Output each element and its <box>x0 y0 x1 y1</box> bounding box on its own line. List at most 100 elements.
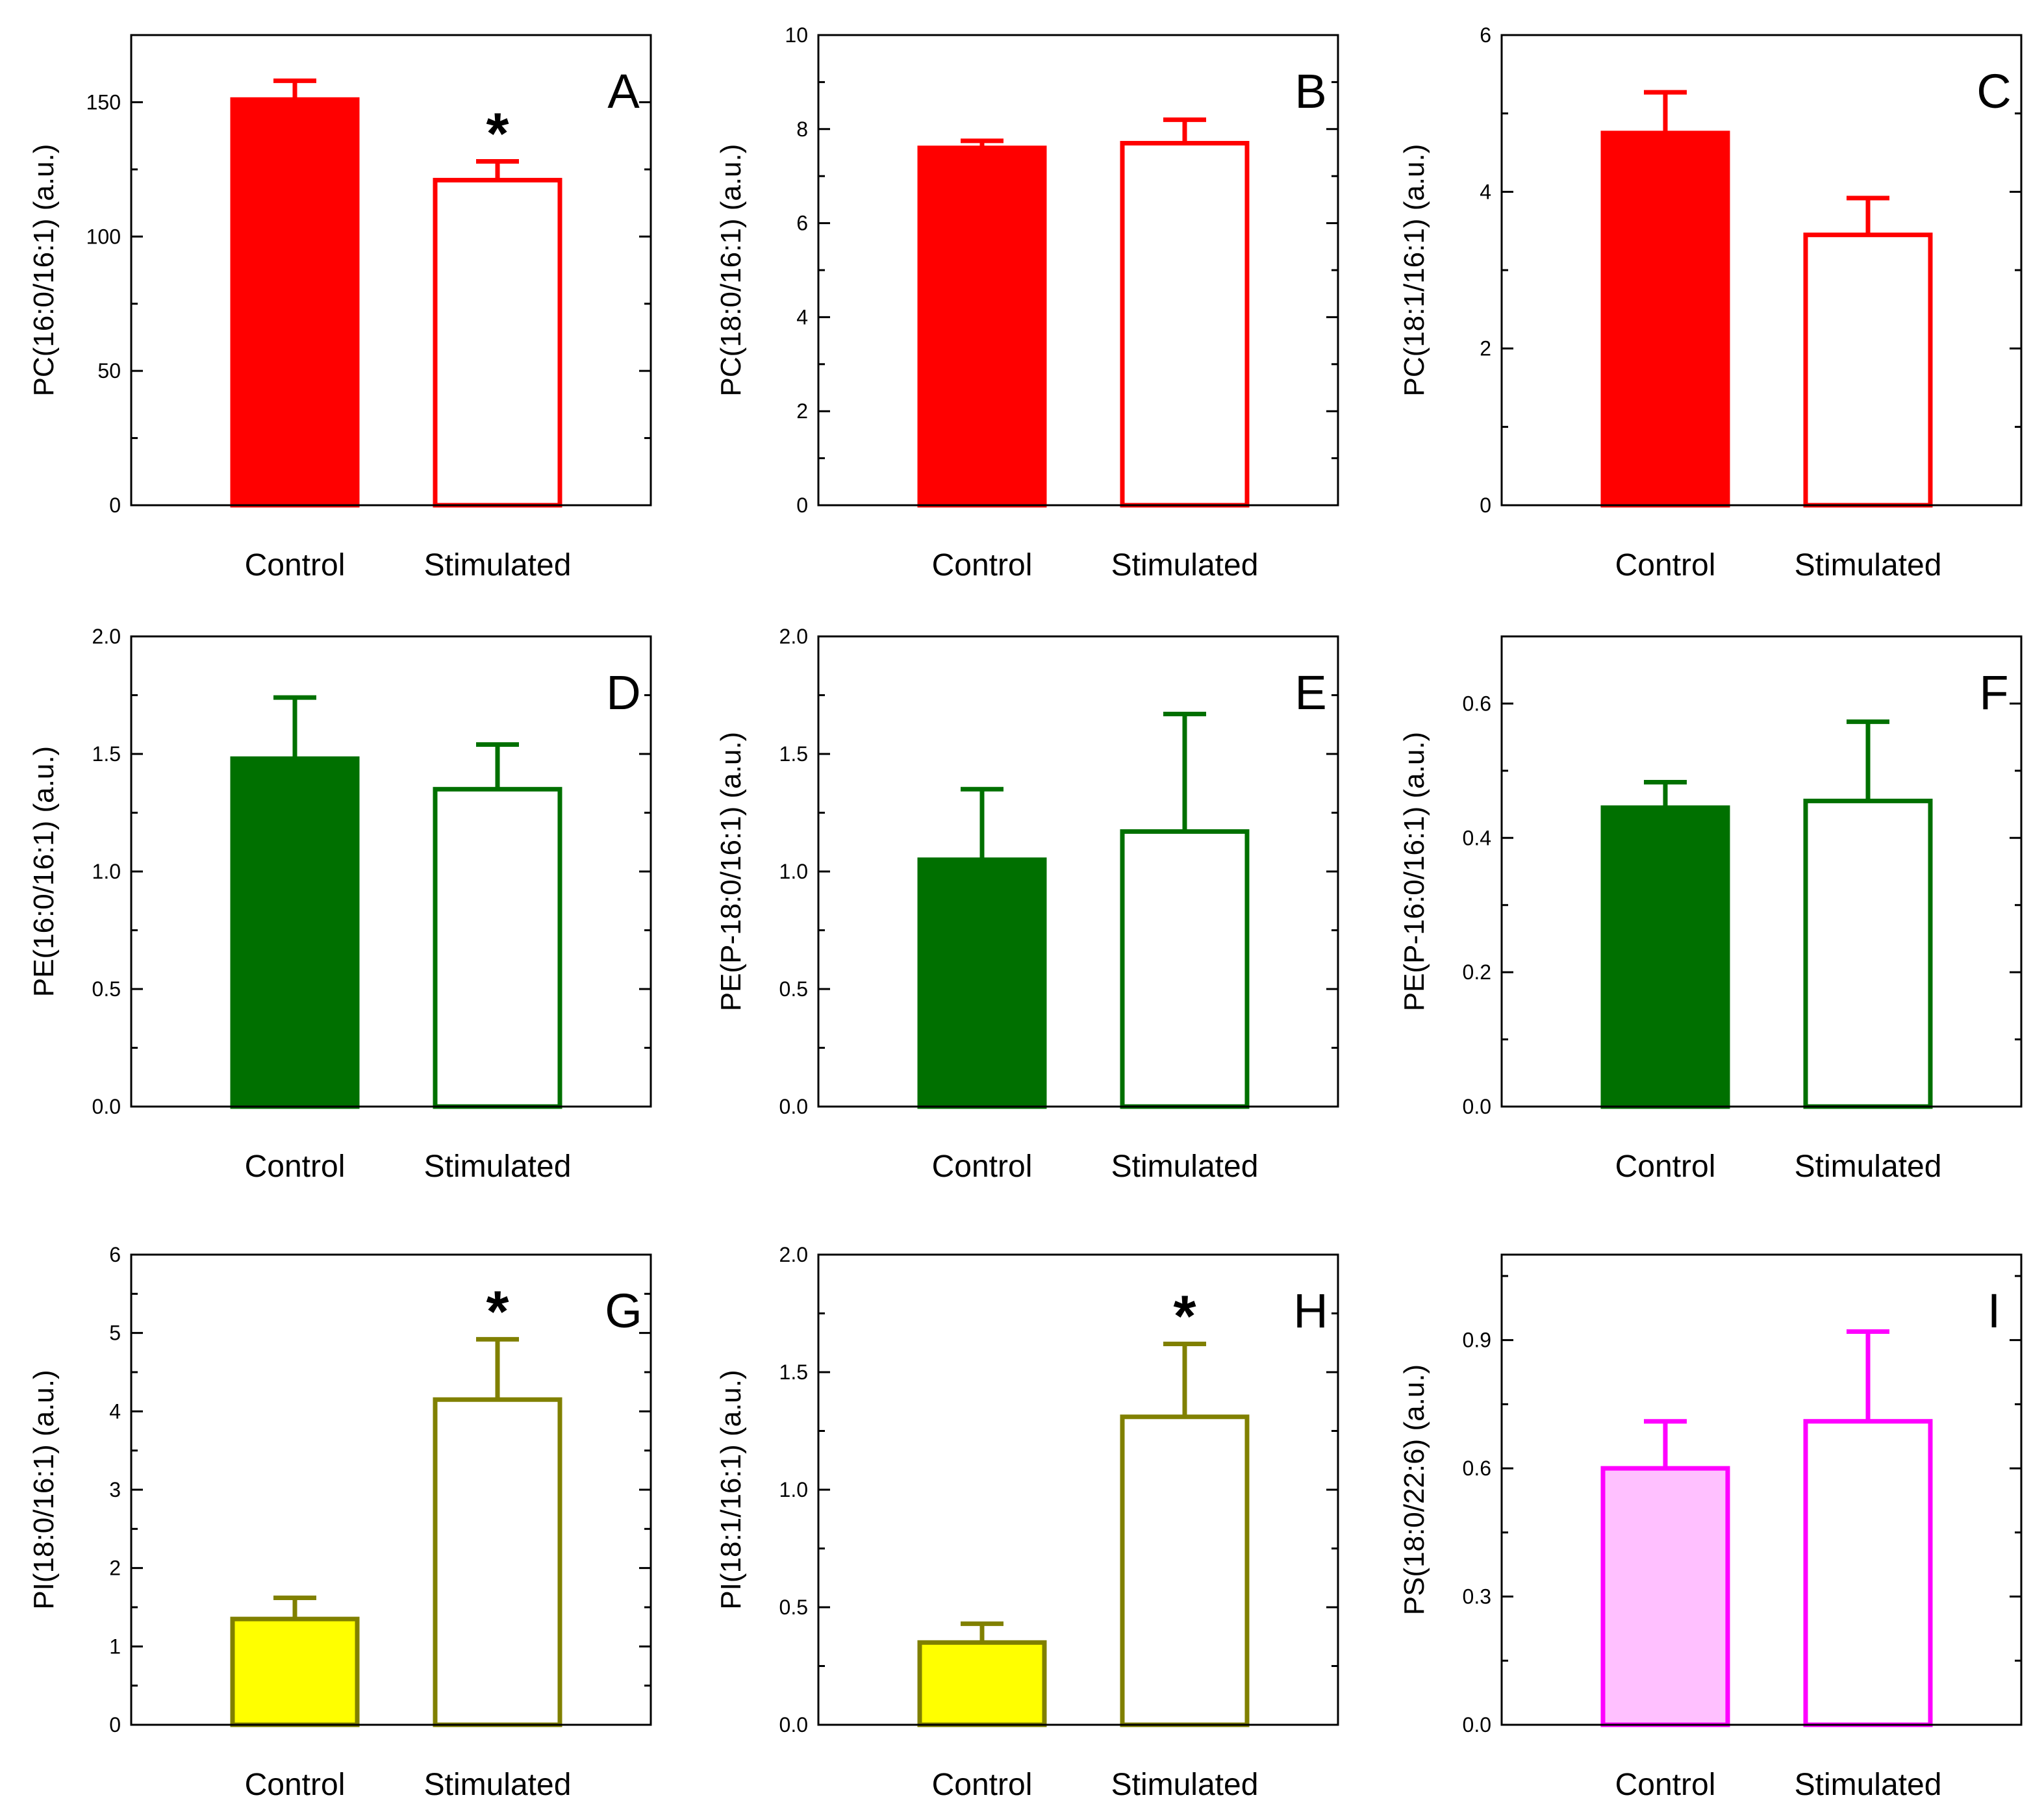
y-tick-label: 2 <box>1480 337 1491 360</box>
y-tick-label: 0.9 <box>1463 1329 1491 1352</box>
bar-control <box>1600 1466 1730 1727</box>
y-tick-label: 2 <box>109 1557 121 1580</box>
y-tick-label: 2.0 <box>92 625 121 648</box>
plot-frame <box>130 34 652 507</box>
bar-stimulated <box>1120 1414 1250 1727</box>
y-tick-label: 1.5 <box>779 742 808 766</box>
category-label: Stimulated <box>1795 1768 1942 1802</box>
category-label: Control <box>932 548 1033 583</box>
bar-stimulated <box>1120 829 1250 1109</box>
panel-e: 0.0 0.5 1.0 1.5 2.0 Control Stimulated E PE(P-18… <box>715 625 1339 1184</box>
y-tick-label: 0.5 <box>779 977 808 1001</box>
y-tick-label: 0.0 <box>779 1713 808 1736</box>
y-tick-label: 0 <box>109 1713 121 1736</box>
category-label: Stimulated <box>1795 548 1942 583</box>
plot-frame <box>817 1253 1339 1726</box>
category-label: Control <box>932 1149 1033 1184</box>
y-tick-label: 0 <box>796 494 808 517</box>
category-label: Control <box>245 548 346 583</box>
y-tick-label: 4 <box>109 1399 121 1423</box>
bar-control <box>230 756 360 1109</box>
y-tick-label: 0.4 <box>1463 826 1491 849</box>
category-label: Stimulated <box>424 1768 572 1802</box>
y-tick-label: 0.0 <box>779 1095 808 1118</box>
significance-marker: * <box>486 1279 509 1344</box>
y-axis-title: PS(18:0/22:6) (a.u.) <box>1398 1364 1430 1615</box>
category-label: Control <box>245 1149 346 1184</box>
bar-stimulated <box>433 177 562 508</box>
panel-letter: H <box>1293 1284 1328 1338</box>
y-tick-label: 1.5 <box>779 1360 808 1384</box>
y-tick-label: 1.0 <box>779 860 808 883</box>
plot-frame <box>1500 34 2023 507</box>
y-tick-label: 0.3 <box>1463 1585 1491 1609</box>
panel-g: 0 1 2 3 4 5 6 Control * Stimulated G PI(18:0/16:1) … <box>28 1243 652 1802</box>
category-label: Stimulated <box>1795 1149 1942 1184</box>
y-axis-title: PC(18:0/16:1) (a.u.) <box>715 144 747 397</box>
plot-frame <box>1500 1253 2023 1726</box>
panel-c: 0 2 4 6 Control Stimulated C PC(18:1/16:1) (a.u… <box>1398 23 2023 583</box>
category-label: Control <box>1615 1768 1716 1802</box>
bar-stimulated <box>433 1397 562 1727</box>
y-tick-label: 0.5 <box>92 977 121 1001</box>
bar-stimulated <box>1120 141 1250 508</box>
bar-stimulated <box>1803 798 1933 1109</box>
y-tick-label: 6 <box>109 1243 121 1266</box>
panel-letter: D <box>606 666 640 720</box>
y-tick-label: 100 <box>86 225 121 248</box>
y-tick-label: 1.5 <box>92 742 121 766</box>
y-tick-label: 2.0 <box>779 1243 808 1266</box>
bar-control <box>1600 805 1730 1109</box>
significance-marker: * <box>486 101 509 166</box>
panel-letter: E <box>1294 666 1326 720</box>
y-tick-label: 2.0 <box>779 625 808 648</box>
y-tick-label: 1 <box>109 1635 121 1658</box>
y-tick-label: 0.0 <box>1463 1095 1491 1118</box>
y-tick-label: 0.2 <box>1463 960 1491 984</box>
y-tick-label: 50 <box>97 359 121 382</box>
plot-frame <box>1500 635 2023 1108</box>
panel-f: 0.0 0.2 0.4 0.6 Control Stimulated F PE(P-16:0/… <box>1398 635 2023 1184</box>
category-label: Stimulated <box>1111 1149 1259 1184</box>
y-tick-label: 5 <box>109 1322 121 1345</box>
significance-marker: * <box>1173 1284 1196 1349</box>
panel-letter: G <box>605 1284 642 1338</box>
plot-frame <box>130 1253 652 1726</box>
bar-stimulated <box>433 786 562 1109</box>
plot-frame <box>817 34 1339 507</box>
y-tick-label: 0.6 <box>1463 1457 1491 1480</box>
y-tick-label: 0.6 <box>1463 692 1491 715</box>
y-tick-label: 4 <box>796 305 808 329</box>
y-tick-label: 0 <box>1480 494 1491 517</box>
category-label: Stimulated <box>424 548 572 583</box>
category-label: Control <box>1615 548 1716 583</box>
panel-letter: I <box>1987 1284 2001 1338</box>
bar-control <box>917 1640 1047 1727</box>
category-label: Control <box>245 1768 346 1802</box>
category-label: Control <box>1615 1149 1716 1184</box>
y-tick-label: 0 <box>109 494 121 517</box>
panel-letter: F <box>1979 666 2008 720</box>
y-tick-label: 150 <box>86 90 121 114</box>
y-axis-title: PE(16:0/16:1) (a.u.) <box>28 746 60 997</box>
y-tick-label: 6 <box>1480 23 1491 47</box>
bar-control <box>230 97 360 508</box>
plot-frame <box>817 635 1339 1108</box>
y-tick-label: 1.0 <box>779 1478 808 1501</box>
y-tick-label: 0.5 <box>779 1596 808 1619</box>
y-tick-label: 3 <box>109 1478 121 1501</box>
y-tick-label: 0.0 <box>92 1095 121 1118</box>
panel-b: 0 2 4 6 8 10 Control Stimulated B PC(18:0/16:1) (… <box>715 23 1339 583</box>
y-axis-title: PC(16:0/16:1) (a.u.) <box>28 144 60 397</box>
bar-stimulated <box>1803 1419 1933 1727</box>
panel-h: 0.0 0.5 1.0 1.5 2.0 Control * Stimulated H PI(18:… <box>715 1243 1339 1802</box>
y-tick-label: 6 <box>796 212 808 235</box>
y-tick-label: 2 <box>796 399 808 423</box>
panel-d: 0.0 0.5 1.0 1.5 2.0 Control Stimulated D PE(16:0… <box>28 625 652 1184</box>
bar-control <box>917 145 1047 508</box>
y-tick-label: 1.0 <box>92 860 121 883</box>
bar-control <box>917 857 1047 1109</box>
y-tick-label: 0.0 <box>1463 1713 1491 1736</box>
panel-letter: B <box>1294 64 1326 118</box>
